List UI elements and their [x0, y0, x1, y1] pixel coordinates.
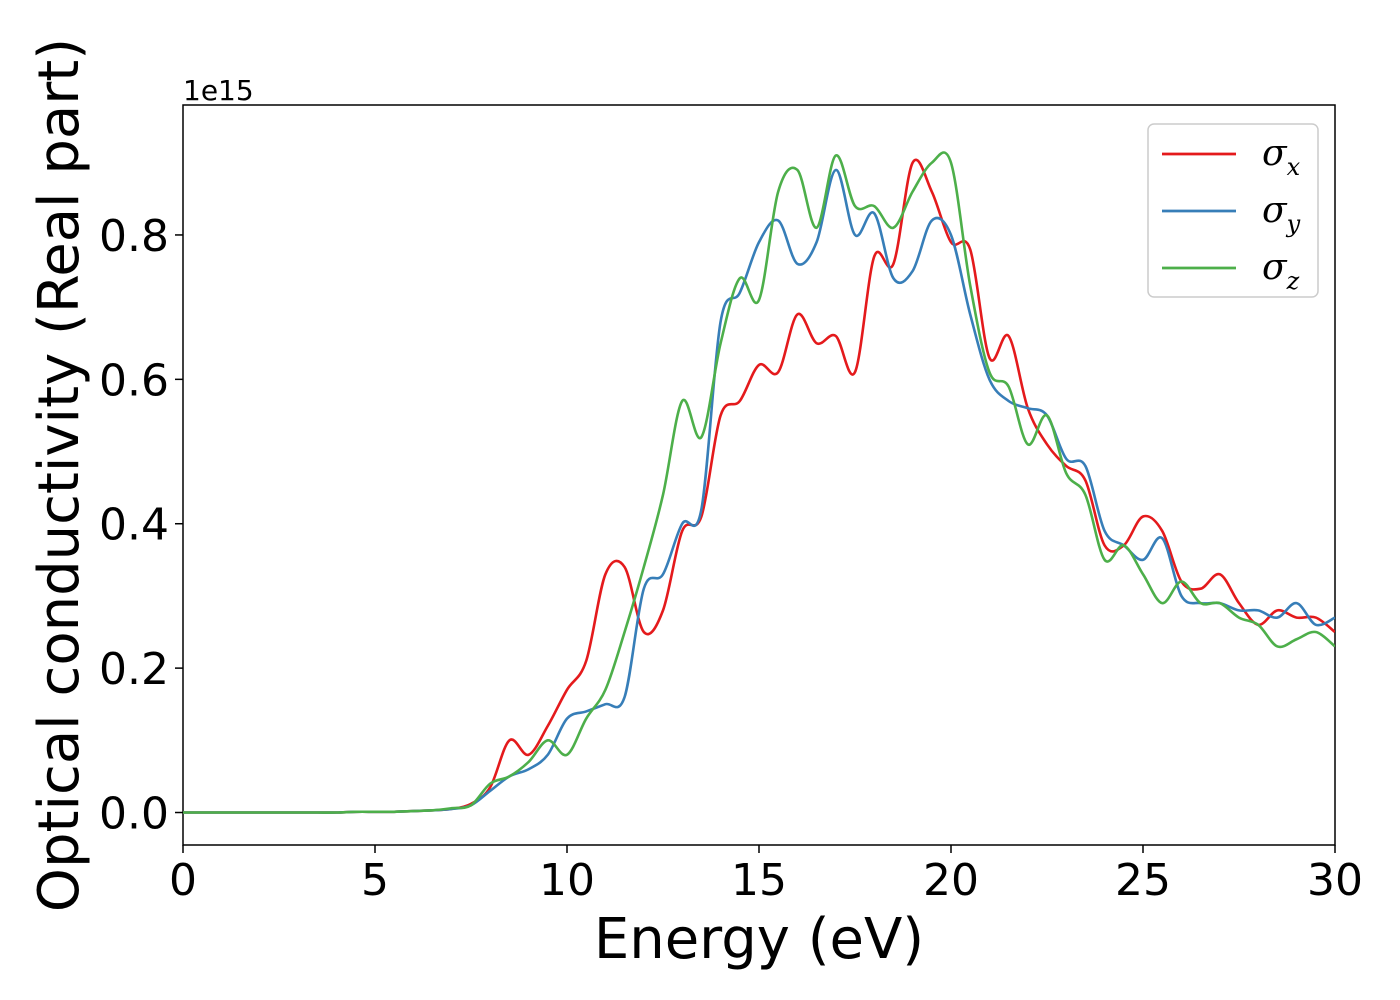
x-tick-label: 20: [923, 855, 979, 906]
x-axis-label: Energy (eV): [594, 907, 924, 972]
y-tick-label: 0.6: [99, 355, 169, 406]
legend-label-y: σy: [1262, 190, 1301, 238]
x-tick-label: 30: [1307, 855, 1363, 906]
y-tick-label: 0.0: [99, 789, 169, 840]
series-line-z: [183, 151, 1335, 814]
legend-subscript: y: [1286, 210, 1301, 238]
x-tick-label: 5: [361, 855, 389, 906]
legend-label-x: σx: [1262, 133, 1301, 181]
y-axis: 0.0 0.2 0.4 0.6 0.8: [99, 211, 183, 840]
legend-subscript: x: [1287, 153, 1301, 181]
y-axis-label: Optical conductivity (Real part): [27, 38, 92, 912]
legend-symbol: σ: [1262, 190, 1288, 231]
plot-area: [182, 104, 1336, 846]
x-tick-label: 25: [1115, 855, 1171, 906]
x-tick-label: 0: [169, 855, 197, 906]
x-axis: 0 5 10 15 20 25 30: [169, 845, 1363, 906]
y-tick-label: 0.4: [99, 500, 169, 551]
legend-subscript: z: [1286, 267, 1300, 295]
y-tick-label: 0.8: [99, 211, 169, 262]
legend-label-z: σz: [1262, 247, 1300, 295]
y-tick-label: 0.2: [99, 644, 169, 695]
legend-symbol: σ: [1262, 247, 1288, 288]
series-layer: [183, 151, 1335, 814]
x-tick-label: 10: [539, 855, 595, 906]
plot-frame: [182, 104, 1336, 846]
legend-symbol: σ: [1262, 133, 1288, 174]
y-offset-label: 1e15: [183, 74, 254, 107]
x-tick-label: 15: [731, 855, 787, 906]
